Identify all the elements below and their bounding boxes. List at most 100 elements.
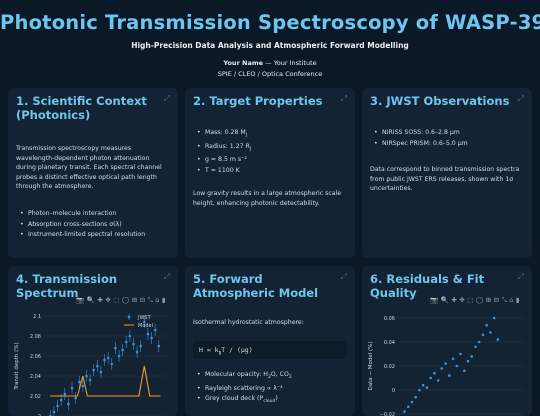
data-point [117,354,121,358]
y-tick-label: 2.02 [30,394,41,400]
data-point [410,400,414,404]
expand-icon[interactable]: ⤢ [517,272,524,281]
y-tick-label: 0.04 [384,340,395,346]
y-tick-label: 2.04 [30,374,41,380]
expand-icon[interactable]: ⤢ [163,272,170,281]
list-item: T ≈ 1100 K [197,166,347,177]
data-point [418,388,421,392]
card-body: Data correspond to binned transmission s… [370,166,520,192]
card-body: Low gravity results in a large atmospher… [193,190,342,207]
legend-entry: JWST [137,315,152,321]
data-point [132,342,135,346]
y-axis-label: Data − Model (%) [368,341,374,390]
card-intro: Isothermal hydrostatic atmosphere: [193,319,304,326]
list-item: Mass: 0.28 MJ [197,128,347,142]
y-tick-label: 2.06 [30,354,41,360]
data-point [477,340,481,344]
data-point [59,398,63,402]
equation-box: H = kBT / (µg) [193,341,347,359]
card-title: 4. Transmission Spectrum [16,272,118,300]
data-point [451,357,455,361]
data-point [157,344,161,348]
card-jwst-observations: ⤢ 3. JWST Observations NIRISS SOSS: 0.6–… [362,88,532,258]
data-point [139,344,142,348]
list-item: Molecular opacity: H2O, CO2 [197,370,347,384]
data-point [146,332,150,336]
expand-icon[interactable]: ⤢ [340,272,347,281]
list-item: Rayleigh scattering ∝ λ⁻⁴ [197,384,347,395]
card-target-properties: ⤢ 2. Target Properties Mass: 0.28 MJ Rad… [185,88,355,258]
data-point [63,392,67,396]
data-point [56,404,59,408]
data-point [421,383,425,387]
plot-toolbar[interactable]: 📷🔍✚✥⬚◯⊞⊟⤡⌂▮ [430,296,522,304]
list-item: Instrument-limited spectral resolution [20,230,170,241]
list-item: Photon–molecule interaction [20,209,170,220]
page-title: Photonic Transmission Spectroscopy of WA… [0,11,540,34]
data-point [429,376,432,380]
data-point [124,340,128,344]
card-title: 6. Residuals & Fit Quality [370,272,485,300]
data-point [444,362,447,365]
plot-toolbar[interactable]: 📷🔍✚✥⬚◯⊞⊟⤡⌂▮ [76,296,168,304]
data-point [135,350,139,354]
card-title: 5. Forward Atmospheric Model [193,272,319,300]
legend-swatch [127,315,131,319]
card-scientific-context: ⤢ 1. Scientific Context (Photonics) Tran… [8,88,178,258]
data-point [466,359,470,363]
author-separator: — [263,59,274,67]
data-point [485,323,488,327]
data-point [70,386,74,390]
y-tick-label: 0.02 [384,364,395,370]
data-point [403,410,406,413]
transmission-spectrum-chart[interactable]: Transit depth (%)22.022.042.062.082.1JWS… [8,306,178,416]
data-point [150,336,153,340]
data-point [470,355,474,358]
data-point [96,364,99,368]
author-name: Your Name [223,59,264,67]
card-title: 2. Target Properties [193,94,323,108]
list-item: Absorption cross-sections σ(λ) [20,220,170,231]
data-point [489,331,492,334]
card-title: 1. Scientific Context (Photonics) [16,94,147,122]
data-point [153,328,157,332]
author-line: Your Name — Your Institute [0,59,540,67]
y-tick-label: 0.06 [384,316,395,322]
data-point [496,338,500,341]
list-item: Radius: 1.27 RJ [197,142,347,156]
data-point [77,380,81,384]
data-point [425,386,429,389]
author-institute: Your Institute [273,59,317,67]
data-point [74,396,77,400]
card-forward-model: ⤢ 5. Forward Atmospheric Model Isotherma… [185,266,355,416]
data-point [110,362,114,366]
card-title: 3. JWST Observations [370,94,510,108]
data-point [474,345,477,349]
list-item: NIRSpec PRISM: 0.6–5.0 µm [374,139,524,150]
card-bullets: NIRISS SOSS: 0.6–2.8 µm NIRSpec PRISM: 0… [374,128,524,149]
data-point [128,334,132,338]
venue-line: SPIE / CLEO / Optica Conference [217,70,323,78]
legend-entry: Model [138,323,153,329]
expand-icon[interactable]: ⤢ [340,94,347,103]
expand-icon[interactable]: ⤢ [517,94,524,103]
card-bullets: Photon–molecule interaction Absorption c… [20,209,170,241]
page-subtitle: High-Precision Data Analysis and Atmosph… [131,41,409,50]
data-point [85,374,88,378]
card-residuals: ⤢ 6. Residuals & Fit Quality 📷🔍✚✥⬚◯⊞⊟⤡⌂▮… [362,266,532,416]
data-point [121,348,124,352]
data-point [440,367,444,370]
data-point [103,358,106,362]
list-item: NIRISS SOSS: 0.6–2.8 µm [374,128,524,139]
list-item: g ≈ 8.5 m s⁻² [197,155,347,166]
data-point [459,352,462,356]
residuals-chart[interactable]: Data − Model (%) 0.06 0.04 0.02 0 −0.02 [362,306,532,416]
card-transmission-spectrum: ⤢ 4. Transmission Spectrum 📷🔍✚✥⬚◯⊞⊟⤡⌂▮ T… [8,266,178,416]
card-bullets: Mass: 0.28 MJ Radius: 1.27 RJ g ≈ 8.5 m … [197,128,347,176]
data-point [92,368,96,372]
data-point [114,346,117,350]
card-body: Transmission spectroscopy measures wavel… [16,145,162,190]
expand-icon[interactable]: ⤢ [163,94,170,103]
y-tick-label: −0.02 [380,412,395,416]
data-point [492,316,496,320]
